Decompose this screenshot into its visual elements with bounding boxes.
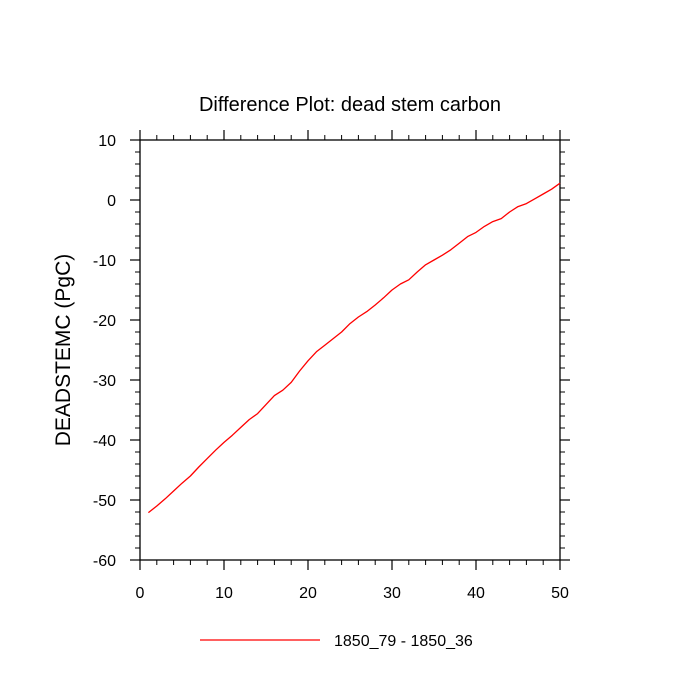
x-tick-label: 20: [299, 585, 317, 602]
x-tick-label: 0: [136, 585, 145, 602]
y-tick-label: -60: [93, 553, 116, 570]
y-tick-label: 0: [107, 193, 116, 210]
x-tick-label: 30: [383, 585, 401, 602]
series-line-0: [147, 182, 561, 514]
x-tick-label: 10: [215, 585, 233, 602]
y-tick-label: -10: [93, 253, 116, 270]
y-tick-label: 10: [98, 133, 116, 150]
y-axis-label: DEADSTEMC (PgC): [52, 254, 75, 447]
y-tick-label: -30: [93, 373, 116, 390]
y-tick-label: -40: [93, 433, 116, 450]
series-layer: [147, 182, 561, 514]
x-tick-label: 50: [551, 585, 569, 602]
legend-label: 1850_79 - 1850_36: [334, 633, 473, 650]
y-tick-label: -50: [93, 493, 116, 510]
plot-border: [139, 139, 561, 561]
legend: 1850_79 - 1850_36: [200, 633, 473, 650]
chart-title: Difference Plot: dead stem carbon: [199, 94, 501, 116]
x-tick-label: 40: [467, 585, 485, 602]
plot-frame: [139, 139, 561, 561]
ticks-layer: 0 10 20 30 40 50 10 0 -10 -20 -30 -40 -50 -60: [93, 130, 570, 602]
y-tick-label: -20: [93, 313, 116, 330]
